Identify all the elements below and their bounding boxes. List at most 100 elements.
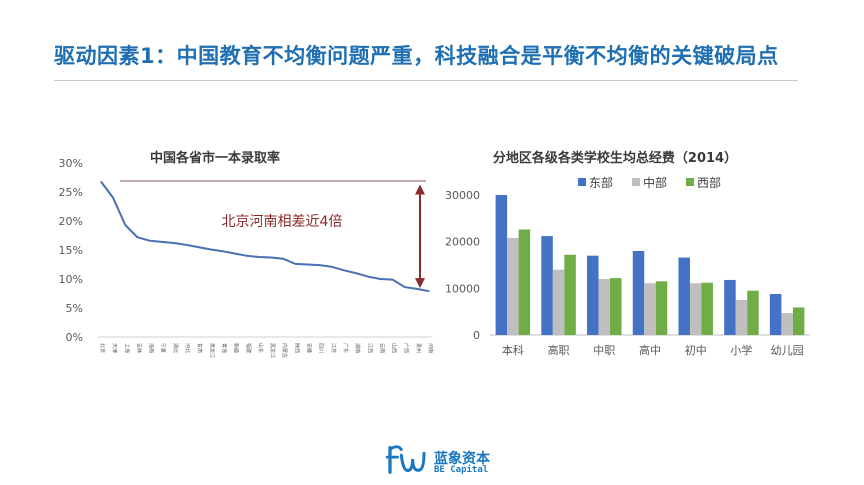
line-y-tick-label: 25%	[59, 186, 83, 199]
line-point	[416, 288, 418, 290]
line-x-tick-label: 贵州	[415, 343, 422, 353]
line-point	[270, 256, 272, 259]
line-y-tick-label: 20%	[59, 215, 83, 228]
line-x-tick-label: 四川	[318, 343, 324, 353]
line-chart: 0%5%10%15%20%25%30%北京 天津 上海 吉林 海南 宁夏 湖北 河北 甘肃 黑龙江…	[59, 157, 434, 358]
line-point	[173, 242, 175, 244]
brand-logo-icon	[385, 445, 426, 474]
bar-5-1	[735, 300, 748, 335]
line-point	[246, 255, 248, 257]
bar-x-tick-label: 中职	[593, 344, 615, 357]
line-x-tick-label: 福建	[245, 343, 252, 353]
line-point	[355, 272, 357, 274]
line-point	[294, 263, 296, 265]
bar-6-1	[781, 313, 793, 335]
bar-x-tick-label: 初中	[685, 343, 707, 357]
bar-y-tick-label: 10000	[445, 282, 480, 295]
line-point	[367, 276, 369, 278]
line-x-tick-label: 安徽	[306, 343, 313, 353]
line-point	[124, 224, 126, 226]
bar-0-0	[495, 195, 508, 335]
line-point	[331, 266, 333, 268]
legend-swatch	[632, 178, 640, 186]
line-x-tick-label: 广东	[342, 343, 349, 353]
line-point	[404, 286, 406, 288]
bar-5-0	[724, 279, 736, 335]
line-point	[148, 240, 151, 242]
bar-1-0	[541, 236, 553, 335]
line-point	[197, 246, 199, 248]
bar-x-tick-label: 小学	[730, 343, 752, 357]
line-point	[234, 252, 236, 255]
bar-x-tick-label: 高职	[548, 343, 570, 357]
bar-x-tick-label: 高中	[639, 343, 661, 357]
legend-swatch	[578, 178, 586, 186]
bar-3-2	[655, 281, 668, 335]
line-series	[100, 181, 430, 293]
legend-label: 西部	[697, 175, 721, 190]
line-x-tick-label: 黑龙江	[269, 343, 276, 358]
line-y-tick-label: 30%	[59, 157, 83, 170]
bar-3-0	[632, 251, 645, 335]
line-point	[343, 269, 345, 271]
line-point	[136, 236, 139, 238]
bar-x-tick-label: 本科	[502, 343, 524, 357]
line-point	[161, 241, 163, 243]
line-x-tick-label: 广西	[403, 343, 410, 353]
legend-label: 中部	[643, 175, 667, 190]
bar-chart: 0 10000 20000 30000 本科 高职 中职 高中 初中 小学 幼儿园 东部 中部 西部	[445, 175, 810, 357]
line-x-tick-label: 上海	[123, 343, 130, 353]
line-x-tick-label: 天津	[111, 343, 118, 353]
bar-1-1	[552, 269, 565, 335]
arrow-up-head-icon	[415, 184, 425, 195]
bar-6-0	[769, 293, 782, 335]
line-x-tick-label: 陕西	[293, 343, 300, 353]
brand-name-en: BE Capital	[434, 465, 489, 475]
line-x-tick-label: 湖南	[354, 343, 361, 353]
bar-3-1	[644, 283, 656, 335]
bar-4-1	[689, 283, 702, 335]
line-chart-annotation: 北京河南相差近4倍	[222, 214, 343, 230]
line-chart-title: 中国各省市一本录取率	[150, 150, 280, 166]
line-x-tick-label: 河北	[184, 343, 191, 353]
line-x-tick-label: 青海	[220, 343, 227, 353]
line-point	[306, 263, 309, 266]
bar-4-2	[701, 282, 713, 335]
bar-chart-title: 分地区各级各类学校生均总经费（2014）	[493, 150, 737, 166]
line-x-tick-label: 黑龙江	[208, 343, 215, 358]
bar-0-1	[507, 237, 519, 335]
line-point	[428, 290, 430, 292]
line-x-tick-label: 新疆	[233, 343, 240, 353]
bar-2-0	[587, 255, 599, 335]
bar-2-2	[610, 278, 622, 335]
bar-x-tick-label: 幼儿园	[771, 344, 804, 357]
line-x-tick-label: 云南	[378, 343, 385, 353]
line-y-tick-label: 10%	[59, 273, 83, 286]
line-y-tick-label: 5%	[66, 302, 83, 315]
line-x-tick-label: 山东	[257, 343, 264, 353]
line-x-tick-label: 江西	[366, 343, 373, 353]
line-x-tick-label: 山西	[391, 343, 398, 353]
line-point	[185, 244, 187, 246]
title-divider	[54, 80, 798, 81]
brand-name-cn: 蓝象资本	[434, 451, 490, 467]
legend-label: 东部	[589, 175, 613, 190]
line-point	[319, 264, 321, 266]
line-x-tick-label: 甘肃	[196, 343, 203, 353]
line-y-tick-label: 15%	[59, 244, 83, 257]
line-point	[100, 180, 102, 183]
line-x-tick-label: 湖北	[172, 343, 179, 353]
line-point	[112, 197, 114, 199]
line-x-tick-label: 北京	[99, 343, 106, 353]
line-point	[258, 256, 260, 258]
bar-2-1	[598, 279, 611, 335]
bar-1-2	[564, 254, 576, 335]
line-x-tick-label: 吉林	[135, 343, 142, 353]
bar-y-tick-label: 0	[473, 329, 480, 342]
line-x-tick-label: 内蒙古	[281, 343, 288, 358]
bar-y-tick-label: 20000	[445, 236, 480, 249]
line-x-tick-label: 江苏	[330, 343, 337, 353]
line-x-tick-label: 宁夏	[160, 343, 167, 353]
slide-title: 驱动因素1：中国教育不均衡问题严重，科技融合是平衡不均衡的关键破局点	[54, 44, 779, 68]
line-y-tick-label: 0%	[66, 331, 83, 344]
